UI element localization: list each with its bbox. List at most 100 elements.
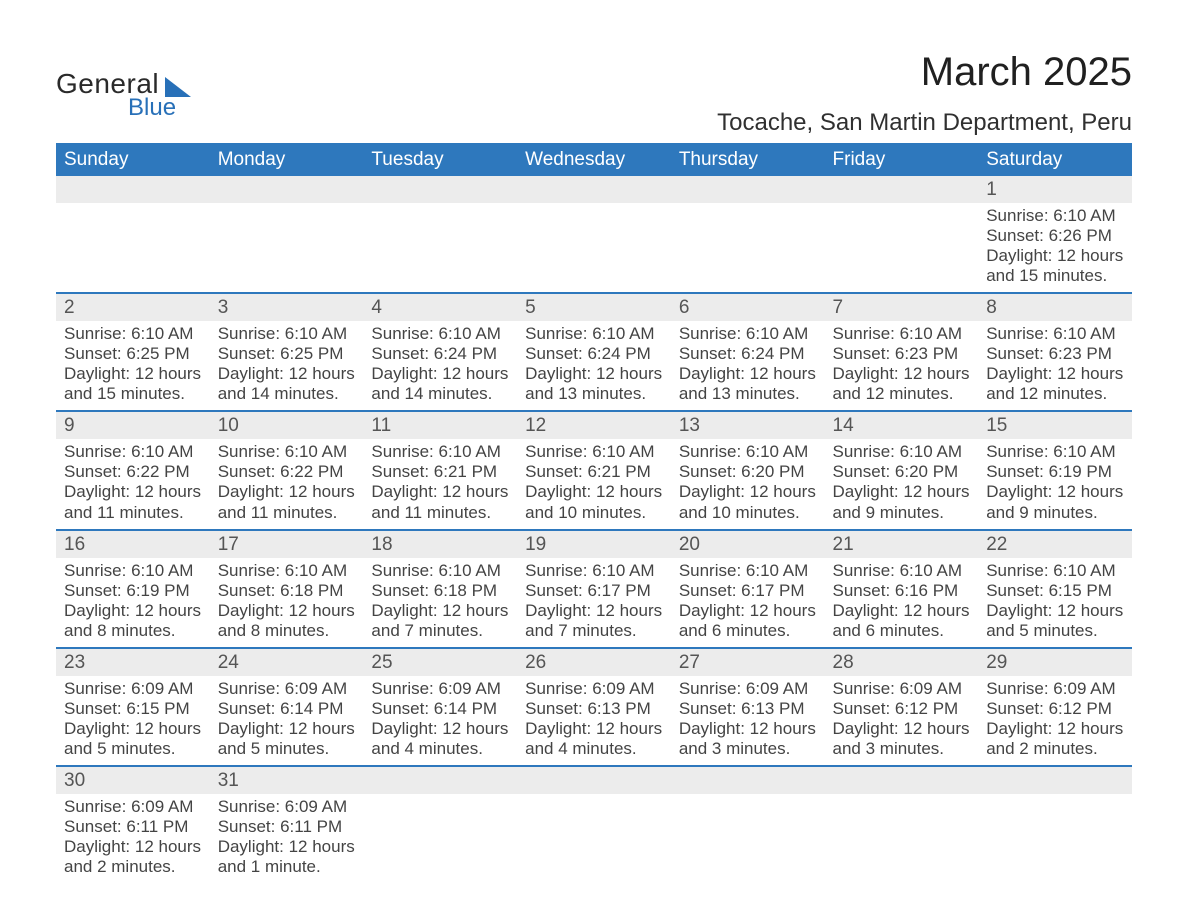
day-detail — [671, 794, 825, 883]
week-detail-row: Sunrise: 6:10 AMSunset: 6:19 PMDaylight:… — [56, 558, 1132, 648]
day-number: 20 — [671, 530, 825, 558]
dayhead-wed: Wednesday — [517, 143, 671, 176]
day-number — [363, 766, 517, 794]
day-number: 8 — [978, 293, 1132, 321]
logo-text-blue: Blue — [128, 94, 176, 122]
logo: General Blue — [56, 68, 191, 122]
day-detail — [825, 794, 979, 883]
calendar-table: Sunday Monday Tuesday Wednesday Thursday… — [56, 143, 1132, 883]
day-detail — [978, 794, 1132, 883]
day-number: 22 — [978, 530, 1132, 558]
day-detail: Sunrise: 6:10 AMSunset: 6:23 PMDaylight:… — [825, 321, 979, 411]
day-number: 25 — [363, 648, 517, 676]
day-detail: Sunrise: 6:10 AMSunset: 6:24 PMDaylight:… — [517, 321, 671, 411]
day-detail: Sunrise: 6:10 AMSunset: 6:20 PMDaylight:… — [825, 439, 979, 529]
day-number — [210, 176, 364, 203]
day-number: 7 — [825, 293, 979, 321]
day-number: 30 — [56, 766, 210, 794]
day-detail: Sunrise: 6:09 AMSunset: 6:14 PMDaylight:… — [363, 676, 517, 766]
day-detail: Sunrise: 6:09 AMSunset: 6:13 PMDaylight:… — [517, 676, 671, 766]
location-subtitle: Tocache, San Martin Department, Peru — [717, 109, 1132, 137]
day-detail: Sunrise: 6:10 AMSunset: 6:18 PMDaylight:… — [210, 558, 364, 648]
day-detail: Sunrise: 6:10 AMSunset: 6:25 PMDaylight:… — [56, 321, 210, 411]
day-number: 2 — [56, 293, 210, 321]
dayhead-sun: Sunday — [56, 143, 210, 176]
day-number — [56, 176, 210, 203]
day-detail — [363, 203, 517, 293]
day-detail: Sunrise: 6:09 AMSunset: 6:11 PMDaylight:… — [210, 794, 364, 883]
day-detail: Sunrise: 6:10 AMSunset: 6:15 PMDaylight:… — [978, 558, 1132, 648]
dayhead-thu: Thursday — [671, 143, 825, 176]
day-number: 6 — [671, 293, 825, 321]
day-number: 28 — [825, 648, 979, 676]
day-detail — [517, 203, 671, 293]
week-detail-row: Sunrise: 6:10 AMSunset: 6:26 PMDaylight:… — [56, 203, 1132, 293]
day-number: 4 — [363, 293, 517, 321]
day-number: 9 — [56, 411, 210, 439]
day-detail: Sunrise: 6:09 AMSunset: 6:11 PMDaylight:… — [56, 794, 210, 883]
day-number — [671, 766, 825, 794]
day-number — [517, 176, 671, 203]
day-number: 10 — [210, 411, 364, 439]
day-number: 29 — [978, 648, 1132, 676]
day-detail: Sunrise: 6:09 AMSunset: 6:14 PMDaylight:… — [210, 676, 364, 766]
day-detail: Sunrise: 6:10 AMSunset: 6:23 PMDaylight:… — [978, 321, 1132, 411]
day-detail — [517, 794, 671, 883]
day-detail: Sunrise: 6:10 AMSunset: 6:24 PMDaylight:… — [671, 321, 825, 411]
week-num-row: 1 — [56, 176, 1132, 203]
day-detail: Sunrise: 6:10 AMSunset: 6:24 PMDaylight:… — [363, 321, 517, 411]
day-number: 12 — [517, 411, 671, 439]
day-detail: Sunrise: 6:10 AMSunset: 6:26 PMDaylight:… — [978, 203, 1132, 293]
day-number: 13 — [671, 411, 825, 439]
day-number — [363, 176, 517, 203]
day-number — [825, 176, 979, 203]
day-number: 21 — [825, 530, 979, 558]
day-detail: Sunrise: 6:10 AMSunset: 6:22 PMDaylight:… — [210, 439, 364, 529]
day-number: 5 — [517, 293, 671, 321]
day-number: 16 — [56, 530, 210, 558]
day-detail — [825, 203, 979, 293]
day-detail: Sunrise: 6:10 AMSunset: 6:19 PMDaylight:… — [56, 558, 210, 648]
day-number: 27 — [671, 648, 825, 676]
day-number: 3 — [210, 293, 364, 321]
day-number: 19 — [517, 530, 671, 558]
week-num-row: 2 3 4 5 6 7 8 — [56, 293, 1132, 321]
week-detail-row: Sunrise: 6:09 AMSunset: 6:11 PMDaylight:… — [56, 794, 1132, 883]
day-number: 1 — [978, 176, 1132, 203]
day-detail: Sunrise: 6:10 AMSunset: 6:21 PMDaylight:… — [363, 439, 517, 529]
day-number — [825, 766, 979, 794]
day-number: 14 — [825, 411, 979, 439]
day-number — [671, 176, 825, 203]
day-detail — [671, 203, 825, 293]
dayhead-sat: Saturday — [978, 143, 1132, 176]
page-title: March 2025 — [717, 50, 1132, 95]
week-detail-row: Sunrise: 6:10 AMSunset: 6:22 PMDaylight:… — [56, 439, 1132, 529]
day-detail: Sunrise: 6:09 AMSunset: 6:12 PMDaylight:… — [825, 676, 979, 766]
day-detail: Sunrise: 6:09 AMSunset: 6:12 PMDaylight:… — [978, 676, 1132, 766]
week-detail-row: Sunrise: 6:10 AMSunset: 6:25 PMDaylight:… — [56, 321, 1132, 411]
day-detail: Sunrise: 6:10 AMSunset: 6:25 PMDaylight:… — [210, 321, 364, 411]
dayhead-mon: Monday — [210, 143, 364, 176]
day-detail — [210, 203, 364, 293]
day-detail: Sunrise: 6:10 AMSunset: 6:18 PMDaylight:… — [363, 558, 517, 648]
day-number: 31 — [210, 766, 364, 794]
day-number: 17 — [210, 530, 364, 558]
day-detail: Sunrise: 6:10 AMSunset: 6:17 PMDaylight:… — [671, 558, 825, 648]
day-number: 15 — [978, 411, 1132, 439]
day-detail: Sunrise: 6:10 AMSunset: 6:22 PMDaylight:… — [56, 439, 210, 529]
day-detail: Sunrise: 6:09 AMSunset: 6:13 PMDaylight:… — [671, 676, 825, 766]
day-number: 26 — [517, 648, 671, 676]
day-number — [978, 766, 1132, 794]
week-detail-row: Sunrise: 6:09 AMSunset: 6:15 PMDaylight:… — [56, 676, 1132, 766]
week-num-row: 23 24 25 26 27 28 29 — [56, 648, 1132, 676]
day-detail: Sunrise: 6:10 AMSunset: 6:19 PMDaylight:… — [978, 439, 1132, 529]
day-header-row: Sunday Monday Tuesday Wednesday Thursday… — [56, 143, 1132, 176]
day-detail — [363, 794, 517, 883]
day-detail: Sunrise: 6:10 AMSunset: 6:20 PMDaylight:… — [671, 439, 825, 529]
day-number — [517, 766, 671, 794]
day-detail: Sunrise: 6:10 AMSunset: 6:17 PMDaylight:… — [517, 558, 671, 648]
day-detail: Sunrise: 6:09 AMSunset: 6:15 PMDaylight:… — [56, 676, 210, 766]
day-number: 11 — [363, 411, 517, 439]
week-num-row: 9 10 11 12 13 14 15 — [56, 411, 1132, 439]
dayhead-tue: Tuesday — [363, 143, 517, 176]
